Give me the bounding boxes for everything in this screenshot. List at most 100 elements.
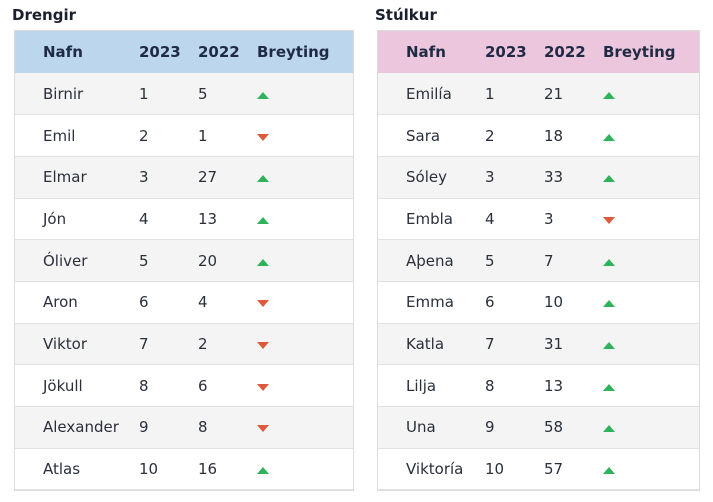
header-2022: 2022 — [544, 43, 586, 61]
change-cell — [603, 281, 699, 323]
triangle-up-icon — [603, 425, 615, 433]
rank-2022-cell: 6 — [198, 376, 208, 395]
rank-2022-cell: 20 — [198, 251, 218, 270]
table-row: Emil 2 1 — [15, 114, 353, 157]
change-cell — [603, 73, 699, 115]
rank-2022-cell: 13 — [544, 376, 564, 395]
table-row: Lilja 8 13 — [378, 364, 699, 407]
triangle-up-icon — [603, 175, 615, 183]
rank-2022-cell: 2 — [198, 334, 208, 353]
rank-2022-cell: 31 — [544, 334, 564, 353]
triangle-up-icon — [603, 258, 615, 266]
header-change: Breyting — [257, 43, 330, 61]
name-cell: Emilía — [406, 84, 452, 103]
rank-2022-cell: 13 — [198, 209, 218, 228]
table-row: Jón 4 13 — [15, 198, 353, 240]
rank-2023-cell: 10 — [485, 460, 505, 479]
change-cell — [257, 365, 353, 407]
change-cell — [257, 198, 353, 240]
header-name: Nafn — [406, 43, 446, 61]
header-2023: 2023 — [485, 43, 527, 61]
name-cell: Aþena — [406, 251, 454, 270]
rank-2023-cell: 1 — [485, 84, 495, 103]
rank-2022-cell: 1 — [198, 126, 208, 145]
table-row: Una 9 58 — [378, 406, 699, 449]
rank-2023-cell: 10 — [139, 460, 159, 479]
table-row: Emilía 1 21 — [378, 73, 699, 115]
rank-2023-cell: 2 — [485, 126, 495, 145]
table-row: Viktoría 10 57 — [378, 448, 699, 490]
triangle-up-icon — [257, 175, 269, 183]
rank-2022-cell: 4 — [198, 293, 208, 312]
table-row: Viktor 7 2 — [15, 323, 353, 365]
table-row: Birnir 1 5 — [15, 73, 353, 115]
change-cell — [603, 156, 699, 198]
rank-2023-cell: 9 — [485, 418, 495, 437]
rank-2022-cell: 18 — [544, 126, 564, 145]
boys-table-wrapper: Nafn 2023 2022 Breyting Birnir 1 5 Emil 2 1 El… — [14, 30, 354, 492]
rank-2023-cell: 4 — [485, 209, 495, 228]
change-cell — [603, 365, 699, 407]
change-cell — [257, 281, 353, 323]
name-cell: Katla — [406, 334, 445, 353]
boys-section: Drengir Nafn 2023 2022 Breyting Birnir 1 5… — [12, 0, 354, 492]
rank-2023-cell: 3 — [139, 168, 149, 187]
triangle-up-icon — [257, 91, 269, 99]
header-2022: 2022 — [198, 43, 240, 61]
boys-table: Nafn 2023 2022 Breyting Birnir 1 5 Emil 2 1 El… — [15, 31, 353, 490]
boys-title: Drengir — [12, 6, 76, 24]
rank-2023-cell: 9 — [139, 418, 149, 437]
name-cell: Viktoría — [406, 460, 464, 479]
triangle-up-icon — [257, 258, 269, 266]
rank-2022-cell: 27 — [198, 168, 218, 187]
change-cell — [257, 115, 353, 157]
girls-header-row: Nafn 2023 2022 Breyting — [378, 31, 699, 73]
table-row: Óliver 5 20 — [15, 239, 353, 282]
name-cell: Viktor — [43, 334, 88, 353]
triangle-down-icon — [257, 383, 269, 391]
rank-2023-cell: 1 — [139, 84, 149, 103]
name-cell: Óliver — [43, 251, 88, 270]
girls-title: Stúlkur — [375, 6, 437, 24]
header-name: Nafn — [43, 43, 83, 61]
girls-table-body: Emilía 1 21 Sara 2 18 Sóley 3 33 Embla 4 3 Aþena 5 7 Em… — [378, 73, 699, 490]
triangle-up-icon — [603, 341, 615, 349]
rank-2023-cell: 7 — [139, 334, 149, 353]
rank-2022-cell: 57 — [544, 460, 564, 479]
table-row: Aþena 5 7 — [378, 239, 699, 282]
girls-table: Nafn 2023 2022 Breyting Emilía 1 21 Sara 2 18… — [378, 31, 699, 490]
rank-2022-cell: 3 — [544, 209, 554, 228]
triangle-up-icon — [603, 467, 615, 475]
boys-table-body: Birnir 1 5 Emil 2 1 Elmar 3 27 Jón 4 13 Óliver 5 20 Aro… — [15, 73, 353, 490]
name-cell: Una — [406, 418, 436, 437]
triangle-up-icon — [603, 383, 615, 391]
table-row: Atlas 10 16 — [15, 448, 353, 490]
triangle-up-icon — [603, 91, 615, 99]
triangle-down-icon — [257, 341, 269, 349]
triangle-up-icon — [603, 300, 615, 308]
table-row: Sara 2 18 — [378, 114, 699, 157]
change-cell — [257, 407, 353, 449]
change-cell — [257, 73, 353, 115]
change-cell — [603, 407, 699, 449]
triangle-down-icon — [257, 300, 269, 308]
rank-2022-cell: 21 — [544, 84, 564, 103]
table-row: Alexander 9 8 — [15, 406, 353, 449]
triangle-down-icon — [257, 133, 269, 141]
name-cell: Birnir — [43, 84, 84, 103]
name-cell: Atlas — [43, 460, 81, 479]
rank-2022-cell: 58 — [544, 418, 564, 437]
rank-2023-cell: 4 — [139, 209, 149, 228]
rank-2023-cell: 7 — [485, 334, 495, 353]
change-cell — [603, 448, 699, 490]
name-cell: Lilja — [406, 376, 437, 395]
table-row: Sóley 3 33 — [378, 156, 699, 199]
rank-2023-cell: 5 — [485, 251, 495, 270]
rank-2022-cell: 7 — [544, 251, 554, 270]
girls-table-wrapper: Nafn 2023 2022 Breyting Emilía 1 21 Sara 2 18… — [377, 30, 700, 492]
rank-2023-cell: 2 — [139, 126, 149, 145]
triangle-up-icon — [603, 133, 615, 141]
table-row: Katla 7 31 — [378, 323, 699, 365]
girls-section: Stúlkur Nafn 2023 2022 Breyting Emilía 1 2… — [375, 0, 700, 492]
name-cell: Jón — [43, 209, 67, 228]
